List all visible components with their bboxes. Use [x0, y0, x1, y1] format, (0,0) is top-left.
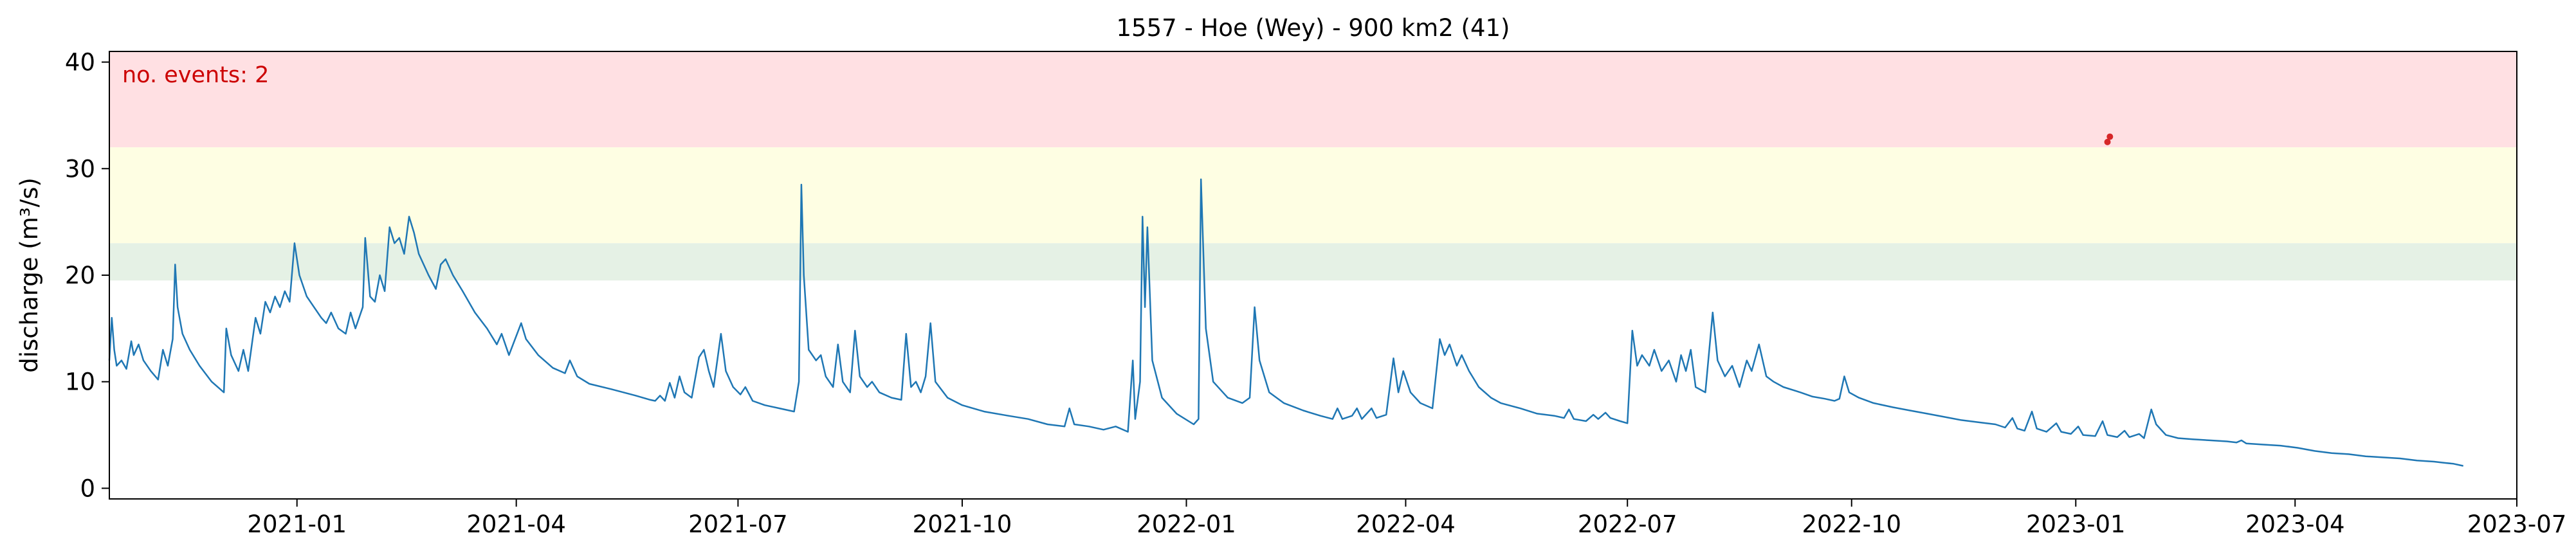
x-tick-label-8: 2023-01 — [2026, 510, 2126, 538]
event-marker-0 — [2104, 138, 2111, 145]
discharge-series-line-0 — [108, 178, 2463, 467]
threshold-band-0 — [109, 51, 2517, 148]
x-tick-label-6: 2022-07 — [1578, 510, 1677, 538]
y-tick-label-1: 10 — [65, 368, 95, 396]
y-axis: 0 10 20 30 40 — [65, 49, 109, 502]
x-tick-label-0: 2021-01 — [247, 510, 347, 538]
x-tick-label-2: 2021-07 — [688, 510, 788, 538]
y-tick-label-0: 0 — [80, 474, 95, 502]
y-tick-label-3: 30 — [65, 155, 95, 183]
x-tick-label-3: 2021-10 — [913, 510, 1012, 538]
x-tick-label-9: 2023-04 — [2245, 510, 2345, 538]
event-marker-1 — [2106, 133, 2114, 140]
y-tick-label-2: 20 — [65, 262, 95, 289]
threshold-bands — [109, 51, 2517, 281]
x-axis: 2021-01 2021-04 2021-07 2021-10 2022-01 2022-… — [247, 499, 2566, 538]
threshold-band-2 — [109, 243, 2517, 281]
y-axis-label: discharge (m³/s) — [15, 177, 43, 373]
events-layer — [2104, 133, 2114, 145]
x-tick-label-4: 2022-01 — [1137, 510, 1236, 538]
x-tick-label-10: 2023-07 — [2467, 510, 2567, 538]
x-tick-label-1: 2021-04 — [466, 510, 566, 538]
series-layer — [108, 178, 2463, 467]
x-tick-label-7: 2022-10 — [1802, 510, 1901, 538]
x-tick-label-5: 2022-04 — [1356, 510, 1456, 538]
y-tick-label-4: 40 — [65, 49, 95, 77]
events-count-annotation: no. events: 2 — [122, 62, 269, 88]
threshold-band-1 — [109, 147, 2517, 244]
chart-title: 1557 - Hoe (Wey) - 900 km2 (41) — [1117, 14, 1510, 42]
